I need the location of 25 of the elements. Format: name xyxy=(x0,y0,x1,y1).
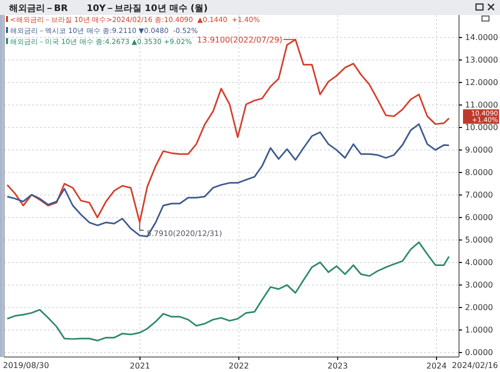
y-tick-label: 12.0000 xyxy=(465,78,498,88)
y-tick-label: 0.0000 xyxy=(465,348,493,358)
text: 2019/08/30 xyxy=(3,361,50,370)
text: 2024/02/16 xyxy=(452,361,498,370)
annotation: 13.9100(2022/07/29) xyxy=(196,36,282,45)
y-tick-label: 7.0000 xyxy=(465,190,493,200)
y-tick-label: 5.0000 xyxy=(465,236,493,245)
line-series xyxy=(6,241,450,342)
x-tick-label: 2023 xyxy=(327,362,348,371)
y-tick-label: 9.0000 xyxy=(465,146,493,155)
y-tick-label: 10.0000 xyxy=(465,123,498,132)
y-tick-label: 1.0000 xyxy=(465,326,493,335)
y-tick-label: 14.0000 xyxy=(465,33,498,42)
y-tick-label: 8.0000 xyxy=(465,168,493,178)
line-series xyxy=(6,123,450,238)
x-tick-label: 2024 xyxy=(426,362,447,371)
x-tick-label: 2022 xyxy=(228,362,249,371)
x-tick-label: 2021 xyxy=(130,362,150,371)
y-tick-label: 3.0000 xyxy=(465,280,493,290)
y-tick-label: 6.0000 xyxy=(465,213,493,222)
y-tick-label: 13.0000 xyxy=(465,56,498,65)
y-tick-label: 11.0000 xyxy=(465,100,498,110)
chart-title: 해외금리－BR 10Y－브라질 10년 매수 (월) xyxy=(9,4,208,14)
y-tick-label: 4.0000 xyxy=(465,258,493,268)
y-tick-label: 2.0000 xyxy=(465,303,493,312)
